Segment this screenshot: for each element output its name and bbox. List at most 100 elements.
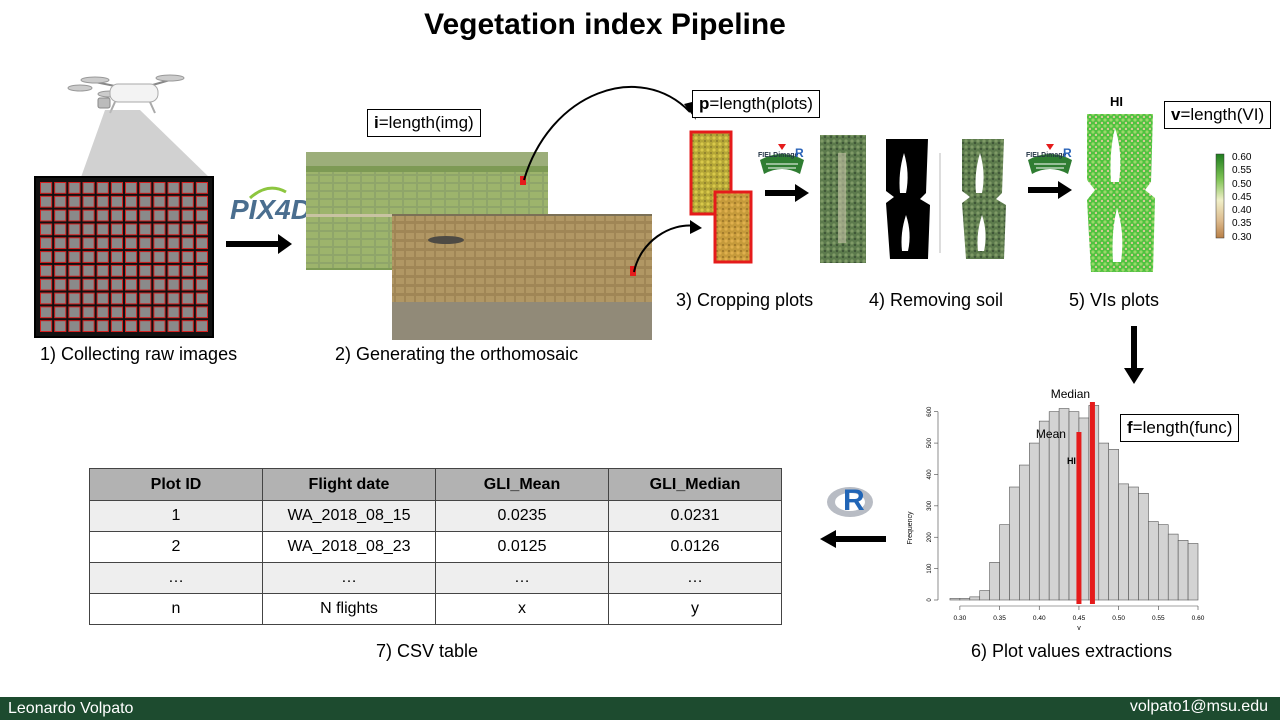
raw-image-tile: [82, 306, 95, 319]
table-cell: 0.0231: [608, 500, 782, 532]
fieldimager-logo-1: [760, 144, 804, 174]
histogram-bar: [969, 596, 981, 601]
table-header: Plot ID: [89, 468, 263, 501]
table-cell: 2: [89, 531, 263, 563]
raw-image-tile: [167, 320, 180, 333]
histogram-bar: [1038, 420, 1050, 601]
raw-image-tile: [82, 292, 95, 305]
fieldimager-text-2: FIELDimage: [1026, 152, 1067, 159]
raw-image-tile: [167, 306, 180, 319]
histogram-y-tick-label: 400: [927, 469, 933, 480]
median-label: Median: [1051, 387, 1090, 401]
histogram-x-label: v: [1077, 625, 1081, 632]
histogram-bar: [999, 524, 1010, 601]
plot-soil-removed: [960, 135, 1006, 263]
vi-legend-label: 0.60: [1232, 152, 1252, 163]
raw-image-tile: [195, 182, 208, 194]
raw-image-tile: [68, 182, 81, 194]
raw-image-tile: [139, 251, 152, 263]
soil-removal-images: [820, 135, 1006, 263]
histogram-y-label: Frequency: [907, 511, 914, 545]
raw-image-tile: [96, 209, 109, 222]
raw-image-tile: [40, 292, 53, 305]
table-cell: 0.0235: [435, 500, 609, 532]
raw-image-tile: [181, 195, 194, 208]
raw-image-tile: [82, 182, 95, 194]
raw-image-tile: [54, 237, 67, 250]
raw-image-tile: [153, 237, 166, 250]
vi-plot-title: HI: [1110, 94, 1123, 109]
raw-image-tile: [54, 292, 67, 305]
histogram-x-tick-label: 0.55: [1152, 615, 1165, 622]
raw-image-tile: [195, 264, 208, 277]
camera-footprint: [80, 110, 212, 180]
raw-image-tile: [195, 223, 208, 236]
raw-image-tile: [96, 195, 109, 208]
histogram-y-tick-label: 100: [927, 563, 933, 574]
raw-image-tile: [195, 237, 208, 250]
histogram-bar: [1148, 521, 1159, 601]
vi-legend-label: 0.55: [1232, 165, 1252, 177]
table-cell: …: [89, 562, 263, 594]
table-cell: 0.0125: [435, 531, 609, 563]
table-cell: …: [435, 562, 609, 594]
footer-bar: Leonardo Volpato volpato1@msu.edu: [0, 697, 1280, 720]
raw-image-tile: [181, 209, 194, 222]
histogram-bar: [979, 590, 990, 601]
histogram-bar: [1167, 533, 1179, 601]
raw-image-tile: [110, 182, 124, 194]
raw-image-tile: [153, 278, 166, 291]
raw-image-tile: [195, 292, 208, 305]
raw-image-tile: [68, 278, 81, 291]
raw-image-tile: [167, 251, 180, 263]
raw-image-tile: [110, 278, 124, 291]
step-7-label: 7) CSV table: [376, 641, 479, 661]
raw-image-tile: [40, 320, 53, 333]
raw-image-tile: [139, 182, 152, 194]
histogram-x-tick-label: 0.30: [954, 615, 967, 622]
raw-image-tile: [82, 209, 95, 222]
csv-table: Plot ID Flight date GLI_Mean GLI_Median …: [89, 468, 782, 625]
raw-image-tile: [153, 223, 166, 236]
raw-image-tile: [54, 195, 67, 208]
raw-image-tile: [54, 264, 67, 277]
orthomosaic-2: [392, 214, 652, 340]
footer-author: Leonardo Volpato: [8, 700, 134, 717]
histogram-bar: [1128, 486, 1139, 601]
raw-image-tile: [110, 292, 124, 305]
raw-image-tile: [167, 292, 180, 305]
raw-image-tile: [181, 264, 194, 277]
raw-image-tile: [181, 237, 194, 250]
raw-image-tile: [96, 223, 109, 236]
raw-image-tile: [153, 209, 166, 222]
table-row: … … … …: [89, 562, 782, 594]
vi-legend-label: 0.45: [1232, 191, 1252, 203]
table-cell: …: [262, 562, 436, 594]
table-cell: n: [89, 593, 263, 625]
raw-image-tile: [110, 306, 124, 319]
histogram-y-axis: 0 100 200 300 400 500 600: [927, 406, 939, 602]
formula-vi: v=length(VI): [1164, 101, 1272, 129]
histogram-bar: [1118, 483, 1129, 601]
median-line: [1089, 402, 1095, 604]
raw-image-tile: [54, 306, 67, 319]
histogram-chart: 0 100 200 300 400 500 600 0.30 0.35 0.40 0.45 0.50…: [907, 387, 1205, 632]
raw-image-tile: [68, 237, 81, 250]
raw-image-tile: [125, 306, 138, 319]
step-4-label: 4) Removing soil: [869, 290, 1004, 310]
raw-image-tile: [153, 320, 166, 333]
fieldimager-r-2: R: [1063, 146, 1072, 160]
drone-graphic: [67, 74, 212, 180]
raw-image-tile: [54, 223, 67, 236]
raw-image-tile: [181, 320, 194, 333]
footer-email: volpato1@msu.edu: [1129, 698, 1268, 715]
mean-line: [1076, 432, 1082, 604]
raw-image-tile: [40, 223, 53, 236]
plot-marker-1: [520, 176, 526, 185]
raw-image-tile: [195, 320, 208, 333]
step-3-label: 3) Cropping plots: [676, 290, 814, 310]
raw-image-tile: [195, 209, 208, 222]
histogram-bar: [959, 598, 971, 601]
raw-image-tile: [153, 182, 166, 194]
step-2-label: 2) Generating the orthomosaic: [335, 344, 579, 364]
